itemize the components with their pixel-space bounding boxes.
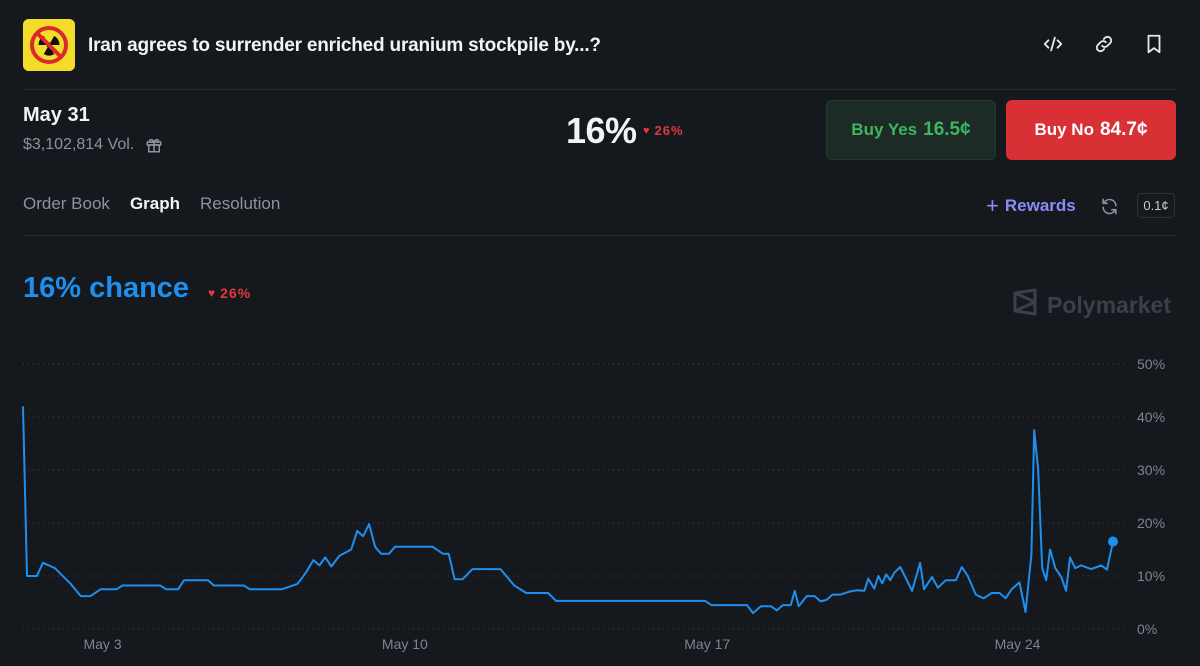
volume-row: $3,102,814 Vol. — [23, 135, 164, 155]
code-embed-icon[interactable] — [1041, 32, 1065, 56]
radiation-prohibited-icon — [23, 19, 75, 71]
header-divider — [23, 89, 1176, 90]
down-heart-icon: ♥ — [643, 124, 651, 137]
link-icon[interactable] — [1092, 32, 1116, 56]
probability-chart[interactable]: 0% 10% 20% 30% 40% 50% May 3 May 10 May 17 May 2… — [0, 340, 1200, 666]
chart-change-value: 26% — [220, 285, 252, 301]
tab-order-book[interactable]: Order Book — [23, 194, 110, 213]
bookmark-icon[interactable] — [1142, 32, 1166, 56]
x-axis-labels: May 3 May 10 May 17 May 24 — [83, 636, 1040, 652]
refresh-icon[interactable] — [1098, 195, 1120, 217]
y-tick-label: 10% — [1137, 568, 1165, 584]
market-header: Iran agrees to surrender enriched uraniu… — [0, 0, 1200, 90]
probability-change: ♥ 26% — [643, 123, 684, 138]
x-tick-label: May 3 — [83, 636, 121, 652]
rewards-button[interactable]: + Rewards — [986, 195, 1076, 217]
down-heart-icon: ♥ — [208, 286, 217, 300]
buy-no-button[interactable]: Buy No 84.7¢ — [1006, 100, 1176, 160]
buy-yes-price: 16.5¢ — [923, 119, 971, 140]
polymarket-logo-icon — [1012, 288, 1038, 322]
current-probability: 16% — [566, 110, 637, 151]
y-axis-labels: 0% 10% 20% 30% 40% 50% — [1137, 356, 1165, 637]
y-tick-label: 40% — [1137, 409, 1165, 425]
chance-label: 16% chance — [23, 272, 190, 304]
x-tick-label: May 17 — [684, 636, 730, 652]
series-line — [22, 406, 1114, 615]
last-point-marker — [1108, 536, 1118, 547]
buy-yes-button[interactable]: Buy Yes 16.5¢ — [826, 100, 996, 160]
end-date: May 31 — [23, 104, 90, 126]
chart-grid — [23, 363, 1125, 630]
buy-yes-label: Buy Yes — [851, 120, 918, 139]
tab-bar: Order Book Graph Resolution — [23, 194, 280, 214]
volume-text: $3,102,814 Vol. — [23, 136, 135, 153]
tabs-divider — [23, 235, 1176, 236]
change-value: 26% — [654, 123, 684, 138]
tick-size-selector[interactable]: 0.1¢ — [1137, 193, 1175, 218]
gift-icon[interactable] — [144, 135, 164, 155]
tab-graph[interactable]: Graph — [129, 194, 180, 213]
buy-no-price: 84.7¢ — [1099, 119, 1148, 140]
y-tick-label: 50% — [1137, 356, 1165, 372]
y-tick-label: 20% — [1137, 515, 1165, 531]
watermark-text: Polymarket — [1047, 291, 1172, 318]
tab-resolution[interactable]: Resolution — [200, 194, 281, 213]
rewards-label: Rewards — [1004, 196, 1076, 215]
chart-change: ♥ 26% — [208, 285, 251, 301]
plus-icon: + — [986, 193, 999, 218]
page-title: Iran agrees to surrender enriched uraniu… — [88, 35, 601, 56]
y-tick-label: 0% — [1137, 621, 1157, 637]
x-tick-label: May 24 — [995, 636, 1041, 652]
y-tick-label: 30% — [1137, 462, 1165, 478]
polymarket-watermark: Polymarket — [1012, 288, 1171, 322]
x-tick-label: May 10 — [382, 636, 428, 652]
buy-no-label: Buy No — [1034, 120, 1094, 139]
